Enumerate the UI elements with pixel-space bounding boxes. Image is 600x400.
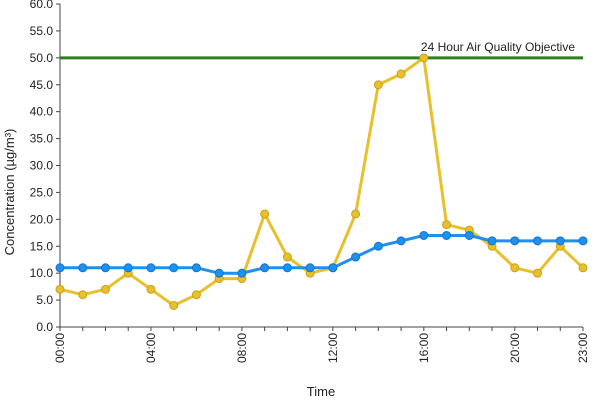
y-tick-label: 20.0 xyxy=(30,212,54,226)
data-point xyxy=(419,230,429,240)
data-point xyxy=(373,80,383,90)
data-point xyxy=(578,263,588,273)
y-tick-label: 15.0 xyxy=(30,239,54,253)
data-point xyxy=(396,69,406,79)
y-axis: 0.0 5.0 10.0 15.0 20.0 25.0 30.0 35.0 40.0 45.0 50… xyxy=(30,0,61,334)
x-axis-title: Time xyxy=(307,384,335,399)
y-tick-label: 40.0 xyxy=(30,105,54,119)
x-tick-label: 16:00 xyxy=(417,333,431,363)
data-point xyxy=(123,263,133,273)
x-tick-label: 00:00 xyxy=(53,333,67,363)
data-point xyxy=(373,241,383,251)
x-tick-label: 23:00 xyxy=(576,333,590,363)
data-point xyxy=(351,209,361,219)
data-point xyxy=(533,268,543,278)
data-point xyxy=(237,268,247,278)
y-tick-label: 0.0 xyxy=(36,320,53,334)
data-point xyxy=(100,263,110,273)
y-tick-label: 10.0 xyxy=(30,266,54,280)
data-point xyxy=(442,220,452,230)
data-point xyxy=(191,263,201,273)
data-point xyxy=(55,284,65,294)
y-tick-label: 45.0 xyxy=(30,78,54,92)
x-axis: 00:00 04:00 08:00 12:00 16:00 20:00 23:00 xyxy=(53,326,590,363)
y-tick-label: 55.0 xyxy=(30,24,54,38)
data-point xyxy=(78,290,88,300)
data-point xyxy=(510,263,520,273)
data-point xyxy=(533,236,543,246)
data-point xyxy=(260,263,270,273)
data-point xyxy=(169,300,179,310)
y-tick-label: 5.0 xyxy=(36,293,53,307)
data-point xyxy=(282,252,292,262)
reference-line-label: 24 Hour Air Quality Objective xyxy=(421,40,575,54)
series-line xyxy=(60,234,583,275)
series-line xyxy=(59,56,585,307)
data-point xyxy=(555,236,565,246)
data-point xyxy=(328,263,338,273)
data-point xyxy=(578,236,588,246)
data-point xyxy=(351,252,361,262)
x-tick-label: 12:00 xyxy=(326,333,340,363)
data-point xyxy=(146,284,156,294)
data-point xyxy=(100,284,110,294)
x-tick-label: 04:00 xyxy=(144,333,158,363)
series-layer xyxy=(55,53,588,310)
x-tick-label: 08:00 xyxy=(235,333,249,363)
data-point xyxy=(260,209,270,219)
y-tick-label: 35.0 xyxy=(30,132,54,146)
data-point xyxy=(305,263,315,273)
data-point xyxy=(214,268,224,278)
series-0 xyxy=(55,53,588,310)
series-1 xyxy=(55,230,588,278)
data-point xyxy=(487,236,497,246)
y-tick-label: 25.0 xyxy=(30,185,54,199)
y-tick-label: 30.0 xyxy=(30,159,54,173)
data-point xyxy=(169,263,179,273)
data-point xyxy=(464,230,474,240)
y-tick-label: 50.0 xyxy=(30,51,54,65)
data-point xyxy=(78,263,88,273)
data-point xyxy=(55,263,65,273)
data-point xyxy=(442,230,452,240)
data-point xyxy=(396,236,406,246)
x-tick-label: 20:00 xyxy=(508,333,522,363)
data-point xyxy=(146,263,156,273)
data-point xyxy=(419,53,429,63)
y-axis-title: Concentration (µg/m³) xyxy=(2,129,17,256)
data-point xyxy=(510,236,520,246)
y-tick-label: 60.0 xyxy=(30,0,54,11)
data-point xyxy=(191,290,201,300)
data-point xyxy=(282,263,292,273)
